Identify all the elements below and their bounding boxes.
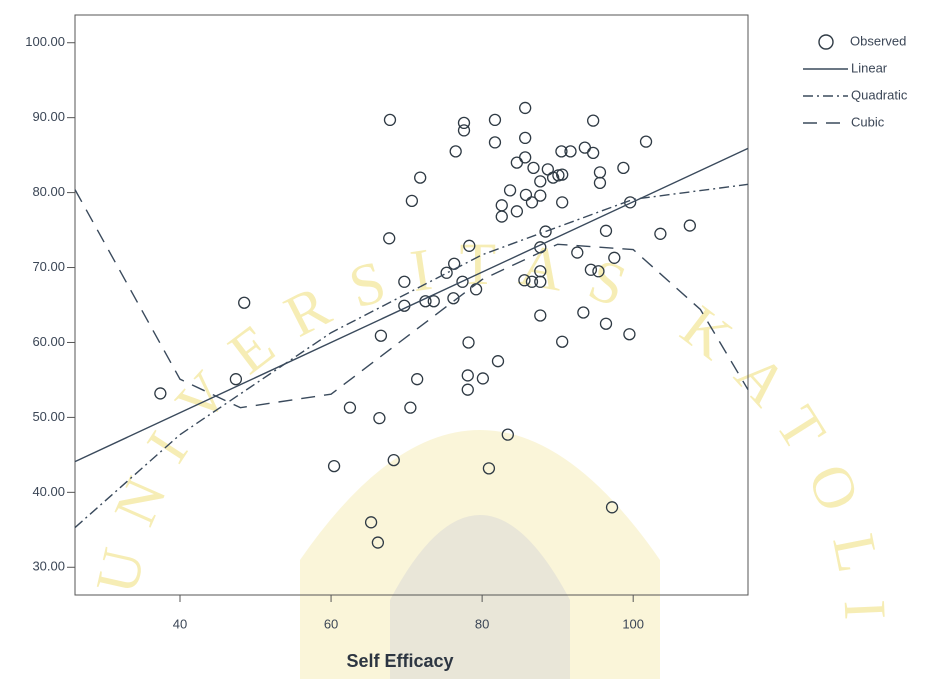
data-point	[489, 114, 500, 125]
y-tick-label: 50.00	[32, 409, 65, 424]
data-point	[462, 370, 473, 381]
y-tick-label: 80.00	[32, 184, 65, 199]
data-point	[489, 137, 500, 148]
data-point	[329, 461, 340, 472]
data-point	[384, 114, 395, 125]
data-point	[588, 147, 599, 158]
data-point	[496, 200, 507, 211]
data-point	[520, 152, 531, 163]
data-point	[405, 402, 416, 413]
data-point	[511, 157, 522, 168]
data-point	[520, 189, 531, 200]
data-point	[375, 330, 386, 341]
data-point	[450, 146, 461, 157]
data-point	[535, 176, 546, 187]
chart: UNIVERSITAS KATOLIK Self Efficacy 30.004…	[0, 0, 931, 679]
data-point	[535, 310, 546, 321]
data-point	[505, 185, 516, 196]
data-point	[344, 402, 355, 413]
data-point	[600, 225, 611, 236]
legend-marker	[819, 35, 833, 49]
y-tick-label: 100.00	[25, 34, 65, 49]
data-point	[542, 164, 553, 175]
data-point	[594, 177, 605, 188]
data-point	[520, 132, 531, 143]
data-point	[528, 162, 539, 173]
y-tick-label: 30.00	[32, 559, 65, 574]
data-point	[624, 329, 635, 340]
legend-label: Quadratic	[851, 87, 908, 102]
data-point	[526, 197, 537, 208]
x-tick-label: 80	[475, 616, 489, 631]
data-point	[239, 297, 250, 308]
data-point	[600, 318, 611, 329]
x-axis-label: Self Efficacy	[346, 651, 453, 671]
data-point	[492, 356, 503, 367]
data-point	[384, 233, 395, 244]
data-point	[557, 336, 568, 347]
data-point	[684, 220, 695, 231]
data-point	[511, 206, 522, 217]
data-point	[578, 307, 589, 318]
data-point	[655, 228, 666, 239]
data-point	[458, 125, 469, 136]
data-point	[374, 413, 385, 424]
y-tick-label: 60.00	[32, 334, 65, 349]
x-tick-label: 60	[324, 616, 338, 631]
data-point	[412, 374, 423, 385]
data-point	[557, 197, 568, 208]
data-point	[579, 142, 590, 153]
data-point	[462, 384, 473, 395]
data-point	[520, 102, 531, 113]
data-point	[618, 162, 629, 173]
data-point	[641, 136, 652, 147]
data-point	[588, 115, 599, 126]
legend-label: Observed	[850, 33, 906, 48]
data-point	[406, 195, 417, 206]
y-tick-label: 40.00	[32, 484, 65, 499]
data-point	[477, 373, 488, 384]
x-tick-label: 100	[622, 616, 644, 631]
data-point	[415, 172, 426, 183]
y-tick-label: 70.00	[32, 259, 65, 274]
legend-label: Linear	[851, 60, 888, 75]
y-tick-label: 90.00	[32, 109, 65, 124]
data-point	[463, 337, 474, 348]
data-point	[496, 211, 507, 222]
legend-label: Cubic	[851, 114, 885, 129]
x-tick-label: 40	[173, 616, 187, 631]
data-point	[594, 167, 605, 178]
